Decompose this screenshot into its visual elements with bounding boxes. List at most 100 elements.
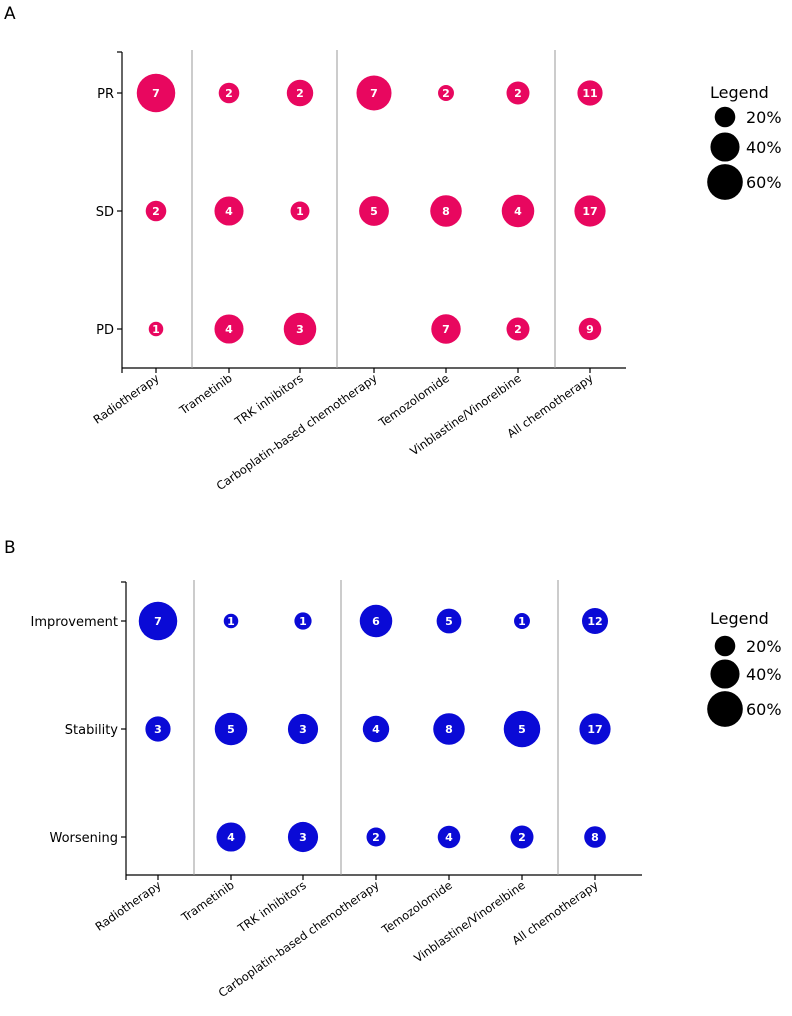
bubble-label-all-chemotherapy-stability: 17: [587, 723, 602, 736]
bubble-label-trk-inhibitors-stability: 3: [299, 723, 307, 736]
x-tick-label-temozolomide: Temozolomide: [375, 371, 451, 430]
bubble-carboplatin-based-chemotherapy-stability: [362, 715, 390, 743]
bubble-label-all-chemotherapy-pd: 9: [586, 323, 594, 336]
bubble-trk-inhibitors-improvement: [294, 612, 312, 630]
bubble-label-radiotherapy-stability: 3: [154, 723, 162, 736]
x-tick-label-trametinib: Trametinib: [176, 371, 235, 418]
bubble-trk-inhibitors-pd: [283, 312, 317, 346]
bubble-trk-inhibitors-sd: [290, 201, 310, 221]
bubble-label-trk-inhibitors-pd: 3: [296, 323, 304, 336]
bubble-carboplatin-based-chemotherapy-worsening: [366, 827, 386, 847]
bubble-radiotherapy-stability: [145, 716, 171, 742]
bubble-label-radiotherapy-improvement: 7: [154, 615, 162, 628]
legend-title: Legend: [710, 83, 769, 102]
bubble-label-trametinib-sd: 4: [225, 205, 233, 218]
legend-marker-20: [714, 106, 736, 128]
bubble-label-vinblastine-vinorelbine-pd: 2: [514, 323, 522, 336]
bubble-label-trametinib-pd: 4: [225, 323, 233, 336]
bubble-label-temozolomide-worsening: 4: [445, 831, 453, 844]
bubble-trametinib-sd: [214, 196, 244, 226]
bubble-all-chemotherapy-stability: [579, 713, 611, 745]
bubble-radiotherapy-improvement: [138, 601, 178, 641]
bubble-radiotherapy-pd: [148, 321, 164, 337]
x-tick-label-radiotherapy: Radiotherapy: [91, 371, 162, 427]
bubble-label-temozolomide-improvement: 5: [445, 615, 453, 628]
bubble-carboplatin-based-chemotherapy-sd: [359, 196, 389, 226]
bubble-all-chemotherapy-improvement: [581, 607, 609, 635]
x-tick-label-carboplatin-based-chemotherapy: Carboplatin-based chemotherapy: [214, 371, 380, 493]
bubble-label-trametinib-stability: 5: [227, 723, 235, 736]
bubble-trk-inhibitors-stability: [287, 713, 319, 745]
legend-label-60: 60%: [746, 700, 782, 719]
legend-marker-40: [710, 659, 740, 689]
bubble-all-chemotherapy-pd: [578, 317, 602, 341]
bubble-radiotherapy-sd: [145, 200, 167, 222]
legend-label-40: 40%: [746, 665, 782, 684]
bubble-temozolomide-sd: [430, 195, 462, 227]
bubble-label-vinblastine-vinorelbine-improvement: 1: [518, 615, 526, 628]
legend-label-20: 20%: [746, 108, 782, 127]
bubble-trametinib-pr: [218, 82, 240, 104]
bubble-label-carboplatin-based-chemotherapy-stability: 4: [372, 723, 380, 736]
legend-marker-60: [707, 691, 743, 727]
bubble-trk-inhibitors-pr: [286, 79, 314, 107]
bubble-label-temozolomide-stability: 8: [445, 723, 453, 736]
bubble-temozolomide-pd: [431, 314, 461, 344]
bubble-all-chemotherapy-worsening: [584, 826, 606, 848]
legend-title: Legend: [710, 609, 769, 628]
bubble-label-trk-inhibitors-worsening: 3: [299, 831, 307, 844]
panel-label: B: [4, 538, 16, 558]
y-tick-label-pr: PR: [97, 87, 114, 102]
bubble-vinblastine-vinorelbine-improvement: [514, 613, 530, 629]
y-tick-label-sd: SD: [96, 205, 114, 220]
bubble-temozolomide-pr: [438, 85, 454, 101]
legend-label-20: 20%: [746, 637, 782, 656]
bubble-label-radiotherapy-sd: 2: [152, 205, 160, 218]
bubble-label-trk-inhibitors-pr: 2: [296, 87, 304, 100]
bubble-temozolomide-stability: [433, 713, 465, 745]
bubble-all-chemotherapy-sd: [574, 195, 606, 227]
bubble-label-trametinib-improvement: 1: [227, 615, 235, 628]
bubble-temozolomide-worsening: [437, 825, 461, 849]
bubble-temozolomide-improvement: [436, 608, 462, 634]
bubble-label-vinblastine-vinorelbine-pr: 2: [514, 87, 522, 100]
bubble-label-carboplatin-based-chemotherapy-sd: 5: [370, 205, 378, 218]
bubble-trametinib-pd: [214, 314, 244, 344]
bubble-vinblastine-vinorelbine-stability: [503, 710, 541, 748]
bubble-label-trametinib-pr: 2: [225, 87, 233, 100]
bubble-label-temozolomide-sd: 8: [442, 205, 450, 218]
x-tick-label-trk-inhibitors: TRK inhibitors: [231, 371, 305, 429]
bubble-trametinib-worsening: [216, 822, 246, 852]
bubble-label-all-chemotherapy-worsening: 8: [591, 831, 599, 844]
y-tick-label-stability: Stability: [65, 723, 119, 738]
bubble-vinblastine-vinorelbine-pr: [506, 81, 530, 105]
legend-label-60: 60%: [746, 173, 782, 192]
legend-marker-20: [714, 635, 736, 657]
bubble-label-carboplatin-based-chemotherapy-improvement: 6: [372, 615, 380, 628]
bubble-all-chemotherapy-pr: [577, 80, 603, 106]
bubble-vinblastine-vinorelbine-worsening: [510, 825, 534, 849]
bubble-carboplatin-based-chemotherapy-pr: [356, 75, 392, 111]
bubble-label-all-chemotherapy-sd: 17: [582, 205, 597, 218]
y-tick-label-worsening: Worsening: [49, 831, 118, 846]
y-tick-label-pd: PD: [96, 323, 114, 338]
bubble-label-radiotherapy-pr: 7: [152, 87, 160, 100]
bubble-trk-inhibitors-worsening: [287, 821, 319, 853]
bubble-label-trk-inhibitors-sd: 1: [296, 205, 304, 218]
bubble-label-all-chemotherapy-pr: 11: [582, 87, 597, 100]
x-tick-label-trk-inhibitors: TRK inhibitors: [234, 878, 308, 936]
bubble-label-carboplatin-based-chemotherapy-pr: 7: [370, 87, 378, 100]
legend-marker-60: [707, 164, 743, 200]
bubble-radiotherapy-pr: [136, 73, 176, 113]
bubble-vinblastine-vinorelbine-pd: [506, 317, 530, 341]
bubble-label-vinblastine-vinorelbine-stability: 5: [518, 723, 526, 736]
bubble-carboplatin-based-chemotherapy-improvement: [359, 604, 393, 638]
bubble-label-trk-inhibitors-improvement: 1: [299, 615, 307, 628]
bubble-label-trametinib-worsening: 4: [227, 831, 235, 844]
legend-label-40: 40%: [746, 138, 782, 157]
panel-b: B Improvement Stability Worsening Radiothera…: [4, 538, 782, 1000]
bubble-vinblastine-vinorelbine-sd: [501, 194, 535, 228]
bubble-label-vinblastine-vinorelbine-worsening: 2: [518, 831, 526, 844]
bubble-label-temozolomide-pd: 7: [442, 323, 450, 336]
